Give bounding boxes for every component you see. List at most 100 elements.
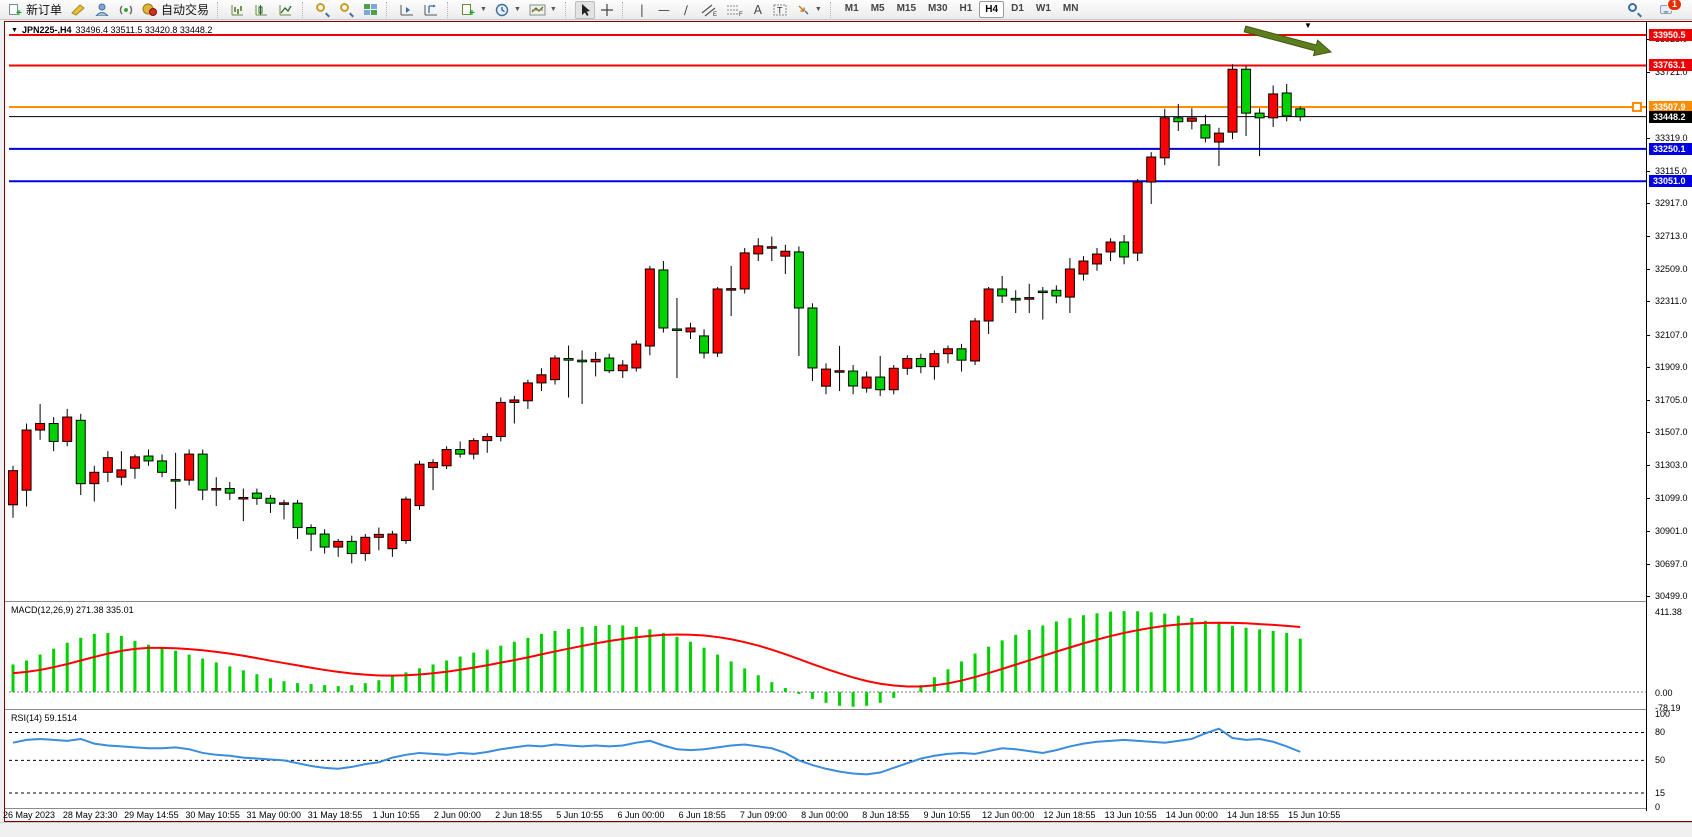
price-tick-label: 31705.0 [1655, 394, 1688, 405]
time-axis-label: 26 May 2023 [2, 810, 56, 820]
price-tick-mark [1646, 366, 1650, 368]
chart-shift-button[interactable] [420, 1, 442, 19]
macd-label: MACD(12,26,9) 271.38 335.01 [11, 605, 134, 615]
candle-body [590, 358, 601, 363]
candle-body [1268, 93, 1279, 119]
price-badge: 33950.5 [1649, 29, 1692, 42]
candle-body [428, 462, 439, 468]
crosshair-button[interactable] [597, 1, 617, 19]
arrows-icon [798, 5, 809, 15]
rsi-axis-label: 100 [1655, 708, 1671, 719]
tile-windows-button[interactable] [360, 1, 381, 19]
panel-divider-macd[interactable] [5, 601, 1646, 603]
templates-button[interactable]: ▼ [526, 1, 560, 19]
new-order-button[interactable]: + 新订单 [4, 1, 65, 19]
candle-body [766, 246, 777, 249]
price-tick-label: 31303.0 [1655, 460, 1688, 471]
time-axis-label: 30 May 10:55 [185, 810, 240, 820]
candle-body [1024, 297, 1035, 300]
price-badge: 33250.1 [1649, 142, 1692, 155]
channel-icon: E [701, 4, 717, 17]
signal-button[interactable] [115, 1, 137, 19]
candle-body [617, 364, 628, 372]
svg-text:F: F [739, 12, 743, 17]
candle-body [807, 307, 818, 369]
candle-body [414, 463, 425, 507]
svg-text:E: E [713, 12, 717, 17]
zoom-in-icon [315, 2, 331, 17]
candle-body [495, 401, 506, 438]
text-label-icon: T [773, 4, 787, 15]
publisher-button[interactable] [91, 1, 113, 19]
panel-divider-rsi[interactable] [5, 709, 1646, 711]
macd-axis-label: -78.19 [1655, 703, 1681, 714]
price-tick-label: 30901.0 [1655, 525, 1688, 536]
text-button[interactable]: A [753, 2, 762, 17]
vertical-line-button[interactable]: | [639, 2, 644, 17]
price-tick-label: 32713.0 [1655, 231, 1688, 242]
candle-body [726, 288, 737, 291]
price-tick-label: 33319.0 [1655, 132, 1688, 143]
crayon-button[interactable] [67, 1, 89, 19]
candle-chart-button[interactable] [251, 1, 273, 19]
horizontal-line-button[interactable]: — [657, 2, 670, 17]
fibonacci-button[interactable]: F [723, 1, 746, 19]
auto-trading-button[interactable]: 自动交易 [139, 1, 212, 19]
auto-scroll-button[interactable] [396, 1, 418, 19]
candle-body [753, 245, 764, 255]
time-axis-label: 13 Jun 10:55 [1104, 810, 1157, 820]
toolbar-separator [302, 1, 307, 18]
zoom-in-button[interactable] [312, 1, 334, 19]
timeframe-button-w1[interactable]: W1 [1035, 3, 1051, 14]
candle-body [970, 320, 981, 362]
template-icon [529, 4, 546, 15]
line-chart-button[interactable] [275, 1, 297, 19]
bar-chart-button[interactable] [227, 1, 249, 19]
candle-body [563, 358, 574, 361]
candle-body [1186, 117, 1197, 122]
candle-body [306, 527, 317, 535]
candle-body [251, 492, 262, 499]
rsi-axis-label: 50 [1655, 755, 1666, 766]
timeframe-button-mn[interactable]: MN [1062, 3, 1079, 14]
equidistant-channel-button[interactable]: E [698, 1, 721, 19]
symbol-period-label: JPN225-,H4 [21, 25, 72, 35]
periods-button[interactable]: ▼ [492, 1, 524, 19]
trendline-button[interactable]: ∕ [683, 2, 688, 17]
object-anchor-icon[interactable]: ▼ [1304, 21, 1312, 30]
candle-body [35, 423, 46, 431]
bar-chart-icon [231, 4, 244, 15]
auto-scroll-icon [400, 4, 414, 15]
candle-body [265, 497, 276, 504]
cursor-button[interactable] [574, 0, 595, 19]
candle-body [956, 348, 967, 361]
rsi-line [12, 727, 1301, 776]
price-tick-mark [1646, 170, 1650, 172]
trend-arrow-annotation[interactable] [1243, 25, 1333, 57]
timeframe-button-m1[interactable]: M1 [844, 3, 859, 14]
candle-body [197, 453, 208, 491]
price-badge: 33763.1 [1649, 59, 1692, 72]
timeframe-button-m15[interactable]: M15 [896, 3, 917, 14]
time-axis-label: 14 Jun 00:00 [1165, 810, 1218, 820]
indicators-button[interactable]: + ▼ [457, 1, 490, 19]
rsi-axis-label: 15 [1655, 788, 1666, 799]
timeframe-button-m5[interactable]: M5 [870, 3, 885, 14]
price-tick-label: 33721.0 [1655, 67, 1688, 78]
text-label-button[interactable]: T [770, 1, 791, 19]
chart-window[interactable]: ▼ JPN225-,H4 33496.4 33511.5 33420.8 334… [2, 21, 1692, 823]
zoom-out-button[interactable] [336, 1, 358, 19]
crosshair-icon [600, 3, 613, 16]
timeframe-button-h1[interactable]: H1 [959, 3, 973, 14]
timeframe-button-h4[interactable]: H4 [979, 1, 1005, 18]
timeframe-button-m30[interactable]: M30 [928, 3, 948, 14]
price-badge: 33507.9 [1649, 100, 1692, 113]
chevron-down-icon: ▼ [814, 6, 822, 13]
timeframe-button-d1[interactable]: D1 [1011, 3, 1024, 14]
arrows-button[interactable]: ▼ [793, 1, 825, 19]
chart-canvas[interactable] [5, 22, 1692, 823]
notifications-button[interactable]: 1 [1656, 0, 1682, 19]
search-button[interactable] [1624, 1, 1646, 19]
status-bar [0, 822, 1692, 837]
